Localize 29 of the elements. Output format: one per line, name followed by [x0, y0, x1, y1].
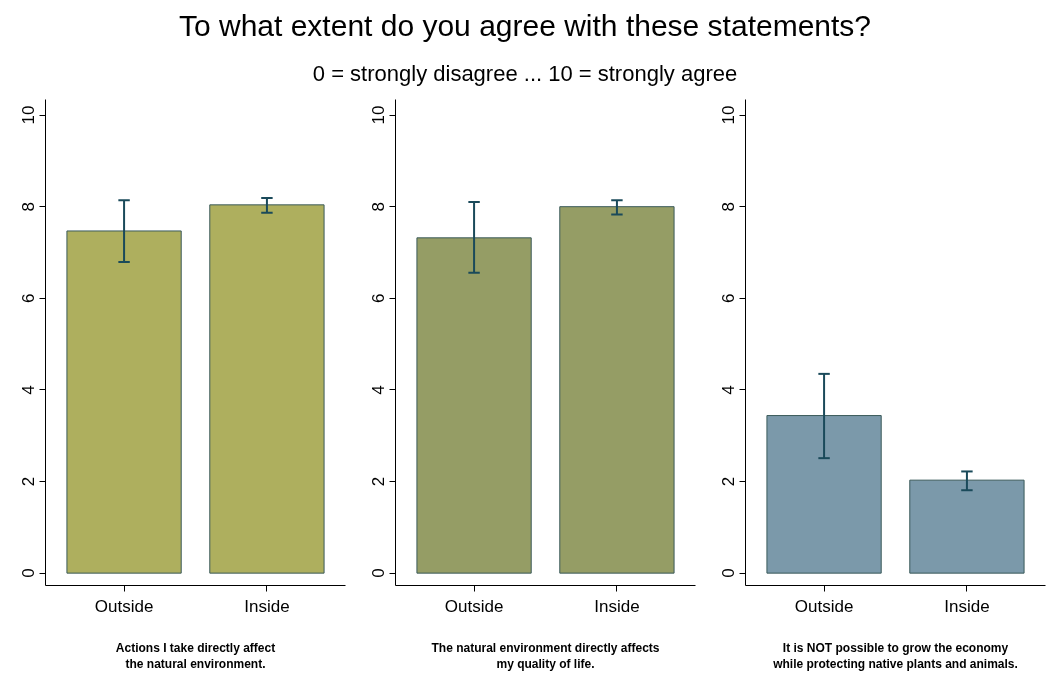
y-tick-label: 8 — [369, 202, 389, 212]
y-tick-label: 4 — [369, 385, 389, 395]
x-tick-label: Inside — [594, 596, 640, 616]
y-tick-label: 4 — [19, 385, 39, 395]
y-tick-label: 6 — [719, 293, 739, 304]
y-tick-label: 2 — [719, 477, 739, 487]
y-tick-label: 8 — [19, 202, 39, 212]
y-tick-label: 10 — [19, 105, 39, 125]
x-axis-title: The natural environment directly affects my quality of life. — [431, 640, 660, 672]
y-tick-label: 10 — [719, 105, 739, 125]
y-tick-label: 6 — [19, 293, 39, 304]
y-tick-label: 4 — [719, 385, 739, 395]
y-tick-label: 0 — [719, 568, 739, 579]
y-tick-label: 0 — [19, 568, 39, 579]
chart-title: To what extent do you agree with these statements? — [178, 8, 872, 44]
x-tick-label: Outside — [444, 596, 504, 616]
y-tick-label: 8 — [719, 202, 739, 212]
y-tick-label: 10 — [369, 105, 389, 125]
x-tick-label: Inside — [944, 596, 990, 616]
y-tick-label: 2 — [19, 477, 39, 487]
chart-subtitle: 0 = strongly disagree ... 10 = strongly agree — [312, 59, 738, 88]
x-axis-title: Actions I take directly affect the natural environment. — [115, 640, 276, 672]
y-tick-label: 6 — [369, 293, 389, 304]
x-axis-title: It is NOT possible to grow the economy while protecting native plants and animals. — [772, 640, 1018, 672]
x-tick-label: Outside — [94, 596, 154, 616]
x-tick-label: Inside — [244, 596, 290, 616]
y-tick-label: 0 — [369, 568, 389, 579]
x-tick-label: Outside — [794, 596, 854, 616]
y-tick-label: 2 — [369, 477, 389, 487]
